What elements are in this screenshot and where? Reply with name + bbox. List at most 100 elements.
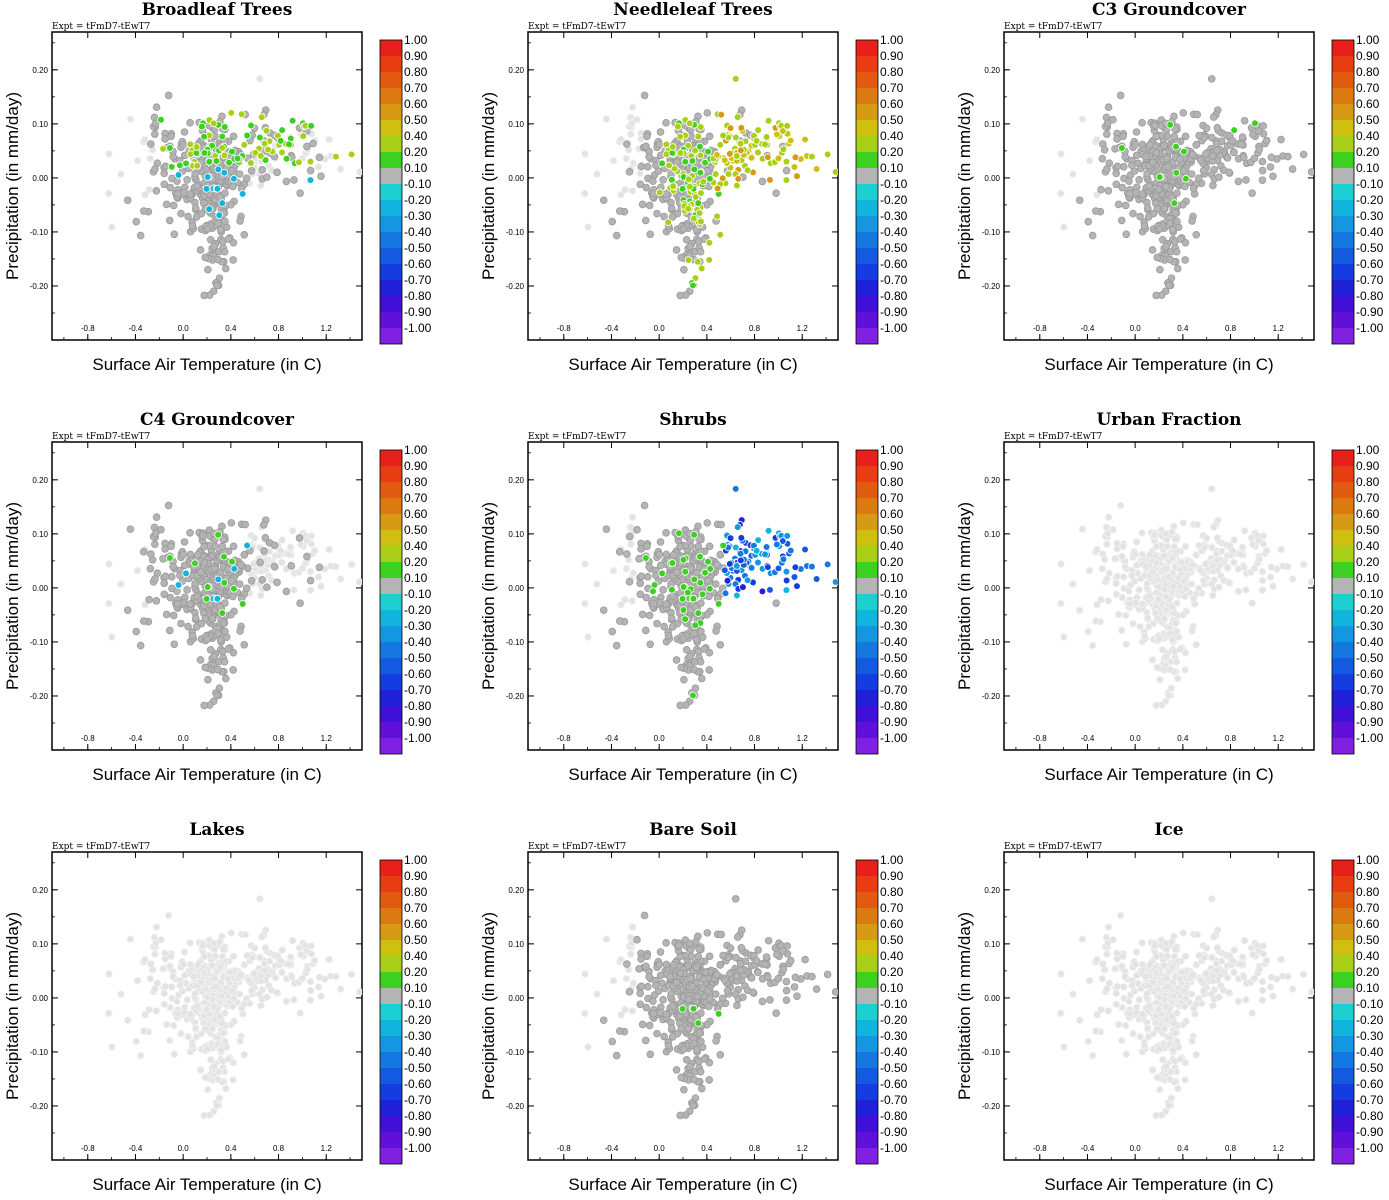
scatter-point — [790, 573, 799, 581]
colorbar-swatch — [380, 658, 402, 674]
scatter-point — [664, 1041, 673, 1050]
scatter-point — [224, 565, 232, 574]
colorbar-swatch — [1332, 626, 1354, 642]
x-tick-label: -0.8 — [81, 324, 95, 333]
scatter-point — [653, 209, 661, 218]
scatter-point — [831, 168, 838, 176]
colorbar-label: 0.40 — [404, 539, 428, 553]
scatter-point — [1069, 580, 1077, 588]
scatter-point — [177, 209, 185, 218]
scatter-point — [1212, 549, 1221, 558]
scatter-point — [214, 629, 222, 638]
x-tick-label: 0.0 — [654, 324, 666, 333]
colorbar-swatch — [1332, 72, 1354, 88]
colorbar-swatch — [380, 626, 402, 642]
scatter-point — [762, 953, 771, 961]
colorbar-swatch — [380, 988, 402, 1004]
scatter-point — [196, 246, 205, 254]
colorbar-label: -0.50 — [404, 1061, 432, 1075]
scatter-point — [669, 182, 677, 190]
scatter-point — [1128, 161, 1136, 170]
scatter-point — [160, 590, 169, 599]
colorbar-swatch — [380, 200, 402, 216]
colorbar-label: -0.70 — [1356, 683, 1384, 697]
scatter-point — [766, 176, 774, 184]
colorbar-label: 0.60 — [1356, 507, 1380, 521]
scatter-point — [201, 1024, 210, 1033]
scatter-point — [136, 641, 145, 650]
colorbar-label: -0.20 — [404, 193, 432, 207]
colorbar-swatch — [856, 972, 878, 988]
scatter-point — [295, 158, 303, 167]
scatter-point — [1143, 579, 1151, 588]
colorbar-swatch — [856, 642, 878, 658]
scatter-point — [1128, 571, 1136, 580]
scatter-point — [1160, 585, 1169, 594]
colorbar-label: 1.00 — [880, 443, 904, 457]
scatter-point — [213, 594, 222, 603]
x-tick-label: 0.8 — [1225, 734, 1237, 743]
scatter-point — [1155, 635, 1164, 643]
scatter-point — [1152, 149, 1161, 157]
scatter-point — [273, 578, 281, 587]
colorbar-swatch — [856, 216, 878, 232]
scatter-point — [166, 1003, 175, 1012]
scatter-point — [617, 955, 625, 964]
scatter-point — [1069, 170, 1077, 178]
scatter-point — [255, 485, 264, 493]
colorbar-swatch — [856, 876, 878, 892]
colorbar-label: 0.60 — [880, 507, 904, 521]
y-axis-label: Precipitation (in mm/day) — [479, 912, 498, 1100]
scatter-point — [278, 536, 286, 544]
scatter-point — [1284, 152, 1292, 161]
colorbar-swatch — [856, 248, 878, 264]
scatter-point — [180, 128, 189, 136]
colorbar-swatch — [380, 562, 402, 578]
scatter-point — [160, 180, 169, 189]
scatter-point — [186, 939, 194, 947]
scatter-point — [649, 599, 658, 608]
scatter-point — [747, 974, 756, 982]
scatter-point — [191, 169, 199, 178]
scatter-point — [1188, 627, 1196, 635]
scatter-point — [176, 571, 184, 580]
y-tick-label: 0.00 — [32, 174, 48, 183]
x-tick-label: -0.4 — [1081, 734, 1095, 743]
scatter-point — [105, 150, 113, 158]
colorbar-swatch — [380, 136, 402, 152]
colorbar-label: 0.80 — [880, 65, 904, 79]
scatter-point — [1118, 593, 1127, 602]
scatter-point — [681, 567, 690, 576]
scatter-point — [1166, 665, 1174, 674]
colorbar-swatch — [856, 40, 878, 56]
colorbar-label: -0.70 — [1356, 273, 1384, 287]
scatter-point — [1122, 640, 1131, 649]
scatter-point — [173, 177, 181, 186]
scatter-point — [1161, 529, 1170, 538]
colorbar-label: 1.00 — [880, 853, 904, 867]
scatter-point — [684, 1024, 693, 1033]
scatter-point — [1129, 209, 1137, 218]
scatter-point — [725, 560, 734, 568]
scatter-point — [609, 156, 618, 165]
scatter-point — [214, 1075, 222, 1084]
scatter-point — [1154, 595, 1163, 604]
scatter-point — [117, 990, 125, 998]
scatter-point — [210, 1062, 218, 1071]
scatter-point — [1158, 646, 1167, 654]
scatter-point — [1284, 562, 1292, 571]
scatter-point — [1121, 611, 1130, 620]
scatter-point — [157, 525, 165, 534]
scatter-point — [298, 564, 307, 573]
scatter-point — [1189, 184, 1198, 193]
y-tick-label: -0.10 — [506, 1048, 525, 1057]
scatter-point — [762, 543, 771, 551]
colorbar-label: -0.40 — [880, 1045, 908, 1059]
colorbar-swatch — [380, 940, 402, 956]
scatter-point — [1171, 125, 1179, 133]
x-tick-label: 0.0 — [1130, 324, 1142, 333]
scatter-point — [645, 201, 654, 210]
scatter-point — [764, 563, 772, 571]
scatter-point — [1155, 173, 1164, 181]
scatter-point — [1104, 187, 1113, 195]
